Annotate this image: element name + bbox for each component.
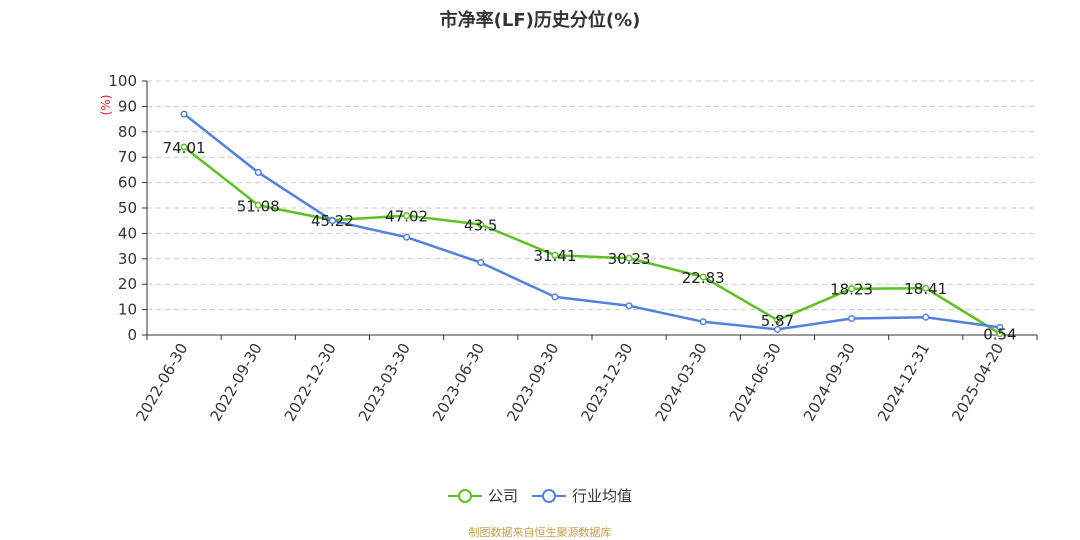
data-label: 0.54 [983, 326, 1016, 344]
series-0-point [773, 316, 781, 324]
x-tick-label: 2022-12-30 [281, 340, 340, 425]
data-label: 18.41 [904, 280, 947, 298]
data-label: 31.41 [533, 247, 576, 265]
series-0-point [403, 212, 411, 220]
series-1-point [773, 325, 781, 333]
data-label: 22.83 [682, 269, 725, 287]
series-0-point [551, 251, 559, 259]
series-line-0 [183, 146, 1001, 335]
y-axis-label: (%) [99, 95, 113, 116]
x-tick-label: 2024-09-30 [800, 340, 859, 425]
source-footer: 制图数据来自恒生聚源数据库 [468, 526, 612, 539]
series-line-1 [183, 113, 1001, 331]
series-1-point [328, 217, 336, 225]
series-1-point [551, 293, 559, 301]
data-label: 43.5 [464, 217, 497, 235]
legend-label-company: 公司 [487, 487, 518, 505]
data-labels: 74.01 51.08 45.22 47.02 43.5 31.41 30.23 22.83 5… [163, 139, 1017, 344]
x-tick-label: 2022-09-30 [207, 340, 266, 425]
series-1-point [996, 323, 1004, 331]
y-tick-label: 80 [118, 123, 137, 141]
x-tick-label: 2023-09-30 [503, 340, 562, 425]
y-tick-label: 20 [118, 275, 137, 293]
x-tick-label: 2023-06-30 [429, 340, 488, 425]
legend-label-industry: 行业均值 [572, 487, 633, 505]
y-tick-label: 40 [118, 224, 137, 242]
data-label: 18.23 [830, 281, 873, 299]
data-label: 30.23 [608, 250, 651, 268]
y-tick-label: 10 [118, 301, 137, 319]
series-1-point [477, 259, 485, 267]
x-tick-label: 2025-04-20 [948, 340, 1007, 425]
x-tick-label: 2024-03-30 [652, 340, 711, 425]
x-tick-label: 2022-06-30 [132, 340, 191, 425]
x-tick-label: 2024-06-30 [726, 340, 785, 425]
series-1-point [848, 314, 856, 323]
legend-item-industry[interactable]: 行业均值 [532, 485, 632, 506]
data-label: 5.87 [761, 312, 794, 330]
chart-title: 市净率(LF)历史分位(%) [439, 10, 641, 31]
legend-line-circle-icon [532, 488, 566, 503]
series-0-point [848, 285, 856, 293]
series-0-point [922, 284, 930, 292]
data-label: 74.01 [163, 139, 206, 157]
y-tick-label: 70 [118, 148, 137, 166]
y-tick-label: 90 [118, 97, 137, 115]
series-1-point [625, 302, 633, 310]
series-1-point [254, 168, 262, 176]
series-0-point [699, 273, 707, 281]
y-tick-label: 30 [118, 250, 137, 268]
y-tick-label: 0 [127, 326, 137, 344]
series-0-point [254, 201, 262, 209]
x-tick-label: 2023-12-30 [577, 340, 636, 425]
grid-lines [147, 80, 1037, 311]
data-label: 47.02 [385, 208, 428, 226]
series-0-point [625, 254, 633, 262]
series-1-point [922, 313, 930, 321]
series-1-point [180, 110, 188, 118]
legend: 公司 行业均值 [0, 485, 1080, 506]
x-tick-label: 2024-12-31 [874, 340, 933, 425]
legend-line-circle-icon [447, 488, 482, 503]
series-1-point [699, 318, 707, 326]
y-tick-label: 100 [108, 72, 137, 90]
legend-item-company[interactable]: 公司 [447, 485, 518, 506]
series-1-point [403, 233, 411, 241]
series-0-point [180, 143, 188, 151]
y-tick-label: 60 [118, 174, 137, 192]
data-label: 51.08 [237, 197, 280, 215]
series-layer [180, 110, 1004, 338]
data-label: 45.22 [311, 212, 354, 230]
series-0-point [477, 220, 485, 229]
y-tick-label: 50 [118, 199, 137, 217]
x-tick-label: 2023-03-30 [355, 340, 414, 425]
